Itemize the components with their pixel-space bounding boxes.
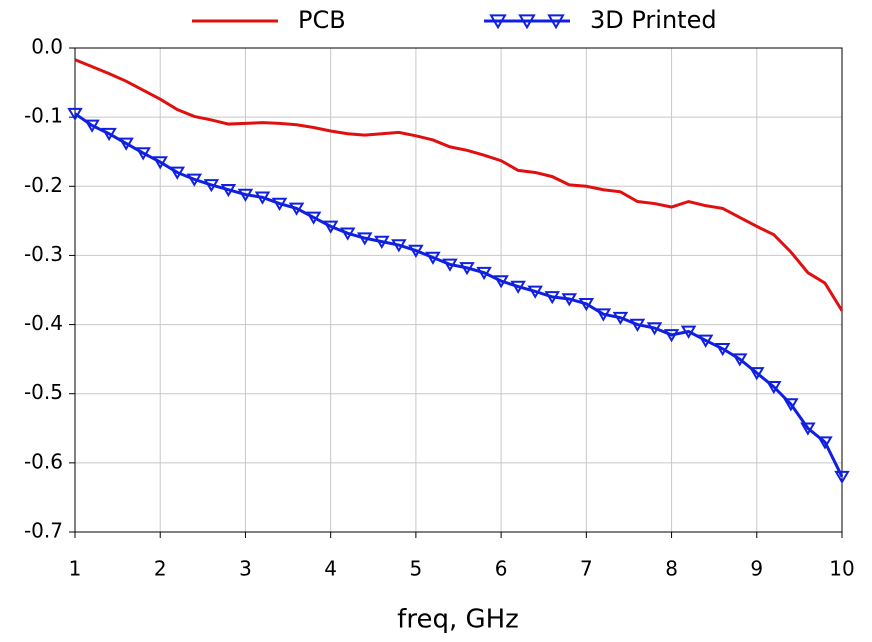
x-tick-label: 3 <box>239 557 252 581</box>
marker <box>629 318 646 332</box>
legend-marker <box>518 14 536 30</box>
marker <box>101 127 117 142</box>
marker <box>766 381 782 395</box>
x-tick-label: 6 <box>495 557 508 581</box>
marker <box>476 266 492 281</box>
marker <box>135 147 151 161</box>
plot-frame <box>74 47 843 533</box>
marker <box>561 293 578 307</box>
marker <box>612 311 629 326</box>
y-tick-label: 0.0 <box>31 35 63 59</box>
y-tick-label: -0.3 <box>24 242 63 266</box>
x-tick-label: 2 <box>154 557 167 581</box>
y-tick-label: -0.6 <box>24 449 63 473</box>
marker <box>817 436 833 450</box>
marker <box>374 235 390 249</box>
marker <box>305 211 322 225</box>
marker <box>322 220 339 234</box>
x-tick-label: 8 <box>665 557 678 581</box>
marker <box>595 308 612 322</box>
marker <box>663 329 680 343</box>
marker <box>834 470 850 485</box>
legend-label: 3D Printed <box>590 6 717 34</box>
marker <box>169 166 186 180</box>
legend-marker <box>547 14 565 30</box>
marker <box>152 156 168 170</box>
marker <box>84 119 100 133</box>
x-tick-label: 5 <box>410 557 423 581</box>
marker <box>783 398 799 412</box>
marker <box>527 285 543 299</box>
marker <box>220 183 237 198</box>
x-tick-label: 9 <box>750 557 763 581</box>
marker <box>442 258 458 272</box>
legend-marker <box>489 14 507 30</box>
x-tick-label: 1 <box>69 557 82 581</box>
y-tick-label: -0.2 <box>24 173 63 197</box>
y-tick-label: -0.5 <box>24 380 63 404</box>
marker <box>544 291 560 305</box>
marker <box>288 202 305 216</box>
marker <box>578 298 595 312</box>
marker <box>749 367 765 381</box>
marker <box>425 251 441 265</box>
x-tick-label: 4 <box>324 557 337 581</box>
marker <box>339 227 356 241</box>
marker <box>391 239 407 253</box>
legend-label: PCB <box>298 6 346 34</box>
y-tick-label: -0.1 <box>24 104 63 128</box>
marker <box>714 342 731 357</box>
series-line <box>74 112 844 478</box>
marker <box>731 353 748 367</box>
marker <box>67 107 83 122</box>
x-tick-label: 10 <box>829 557 854 581</box>
marker <box>459 262 475 276</box>
marker <box>254 191 271 205</box>
x-tick-label: 7 <box>580 557 593 581</box>
marker <box>237 188 254 202</box>
series-line <box>74 58 844 312</box>
y-tick-label: -0.7 <box>24 519 63 543</box>
marker <box>510 280 526 294</box>
marker <box>357 232 373 246</box>
marker <box>493 275 509 289</box>
x-axis-label: freq, GHz <box>397 605 519 635</box>
marker <box>271 197 288 211</box>
marker <box>646 322 663 336</box>
marker <box>697 334 714 348</box>
marker <box>408 244 424 258</box>
marker <box>800 422 816 436</box>
y-tick-label: -0.4 <box>24 311 63 335</box>
marker <box>186 173 203 187</box>
marker <box>203 179 220 193</box>
marker <box>680 325 697 339</box>
marker <box>118 137 134 151</box>
